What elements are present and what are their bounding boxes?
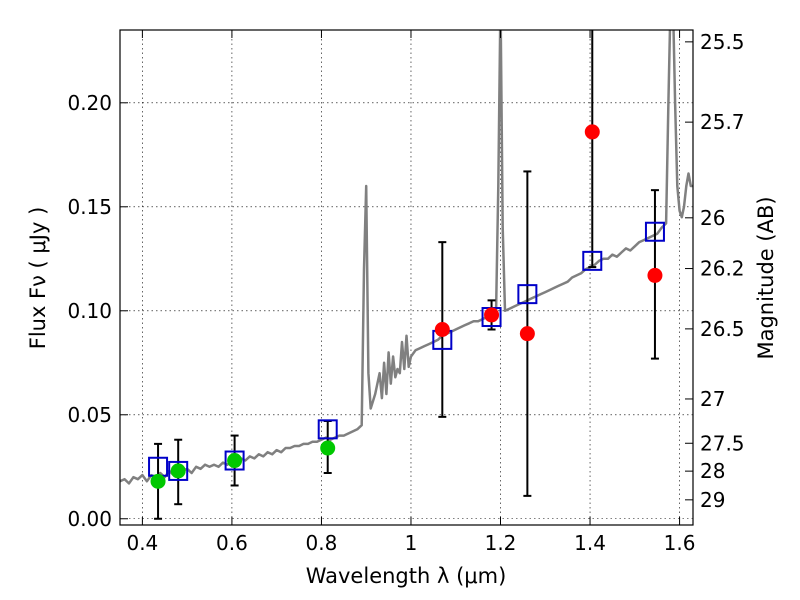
observed-point: [647, 267, 663, 283]
model-photometry-square: [644, 221, 665, 242]
mag-tick-label: 28: [700, 459, 725, 483]
mag-tick-label: 26.2: [700, 257, 745, 281]
model-photometry-square: [168, 460, 189, 481]
observed-points-layer: [150, 124, 663, 489]
observed-point: [170, 463, 186, 479]
mag-tick-label: 25.7: [700, 110, 745, 134]
mag-tick-label: 26.5: [700, 317, 745, 341]
observed-point: [584, 124, 600, 140]
mag-tick-label: 27: [700, 387, 725, 411]
model-sed-layer: [120, 30, 693, 485]
y-tick-label: 0.20: [67, 91, 112, 115]
observed-point: [434, 321, 450, 337]
observed-point: [320, 440, 336, 456]
model-photometry-square: [317, 419, 338, 440]
model-photometry-square: [224, 450, 245, 471]
observed-point: [519, 326, 535, 342]
observed-point: [484, 307, 500, 323]
observed-point: [150, 473, 166, 489]
y-axis-title: Flux Fν ( μJy ): [26, 207, 50, 350]
y-tick-label: 0.10: [67, 299, 112, 323]
x-tick-label: 0.8: [306, 531, 338, 555]
y2-axis-title: Magnitude (AB): [754, 196, 778, 359]
model-photometry-square: [517, 284, 538, 305]
y-tick-label: 0.00: [67, 507, 112, 531]
model-photometry-square: [582, 250, 603, 271]
x-tick-label: 1: [405, 531, 418, 555]
mag-tick-label: 27.5: [700, 431, 745, 455]
y-tick-label: 0.15: [67, 195, 112, 219]
grid: [120, 30, 693, 525]
x-tick-label: 0.4: [126, 531, 158, 555]
observed-point: [227, 453, 243, 469]
y-tick-label: 0.05: [67, 403, 112, 427]
x-tick-label: 1.2: [485, 531, 517, 555]
mag-tick-label: 29: [700, 488, 725, 512]
mag-tick-label: 26: [700, 206, 725, 230]
plot-frame: [119, 29, 694, 526]
axis-ticks: 0.4 0.6 0.8 1 1.2 1.4 1.6 0.00 0.05 0.10 0.15 0.20 2…: [67, 30, 744, 555]
x-tick-label: 1.4: [574, 531, 606, 555]
x-tick-label: 1.6: [664, 531, 696, 555]
mag-tick-label: 25.5: [700, 30, 745, 54]
x-axis-title: Wavelength λ (μm): [306, 564, 507, 588]
x-tick-label: 0.6: [216, 531, 248, 555]
model-sed-line: [120, 30, 693, 485]
